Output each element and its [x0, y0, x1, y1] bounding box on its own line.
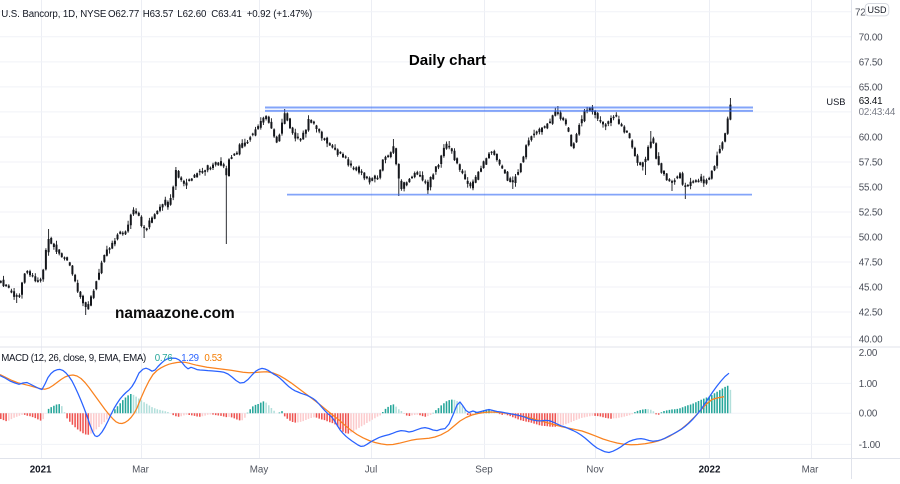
svg-text:2021: 2021 — [30, 464, 52, 475]
svg-text:63.41: 63.41 — [859, 96, 883, 107]
svg-text:47.50: 47.50 — [859, 257, 883, 268]
svg-text:Daily chart: Daily chart — [409, 52, 486, 69]
svg-text:42.50: 42.50 — [859, 307, 883, 318]
svg-text:65.00: 65.00 — [859, 82, 883, 93]
svg-text:57.50: 57.50 — [859, 157, 883, 168]
svg-text:Nov: Nov — [586, 464, 604, 475]
svg-text:55.00: 55.00 — [859, 182, 883, 193]
svg-text:40.00: 40.00 — [859, 334, 883, 345]
svg-text:02:43:44: 02:43:44 — [859, 107, 896, 118]
svg-text:0.00: 0.00 — [859, 409, 878, 420]
svg-text:Jul: Jul — [365, 464, 378, 475]
svg-text:Mar: Mar — [802, 464, 820, 475]
svg-text:Mar: Mar — [132, 464, 150, 475]
svg-text:50.00: 50.00 — [859, 232, 883, 243]
svg-text:2.00: 2.00 — [859, 348, 878, 359]
svg-text:45.00: 45.00 — [859, 282, 883, 293]
svg-text:Sep: Sep — [475, 464, 493, 475]
svg-text:67.50: 67.50 — [859, 57, 883, 68]
svg-text:USD: USD — [867, 5, 887, 15]
svg-text:-1.00: -1.00 — [859, 440, 881, 451]
svg-text:MACD (12, 26, close, 9, EMA, E: MACD (12, 26, close, 9, EMA, EMA) 0.76 1.2… — [1, 353, 222, 364]
svg-text:namaazone.com: namaazone.com — [115, 305, 235, 322]
svg-text:60.00: 60.00 — [859, 132, 883, 143]
svg-text:USB: USB — [826, 97, 845, 107]
svg-text:2022: 2022 — [699, 464, 721, 475]
svg-text:1.00: 1.00 — [859, 379, 878, 390]
svg-text:52.50: 52.50 — [859, 207, 883, 218]
svg-text:70.00: 70.00 — [859, 32, 883, 43]
svg-text:May: May — [250, 464, 269, 475]
